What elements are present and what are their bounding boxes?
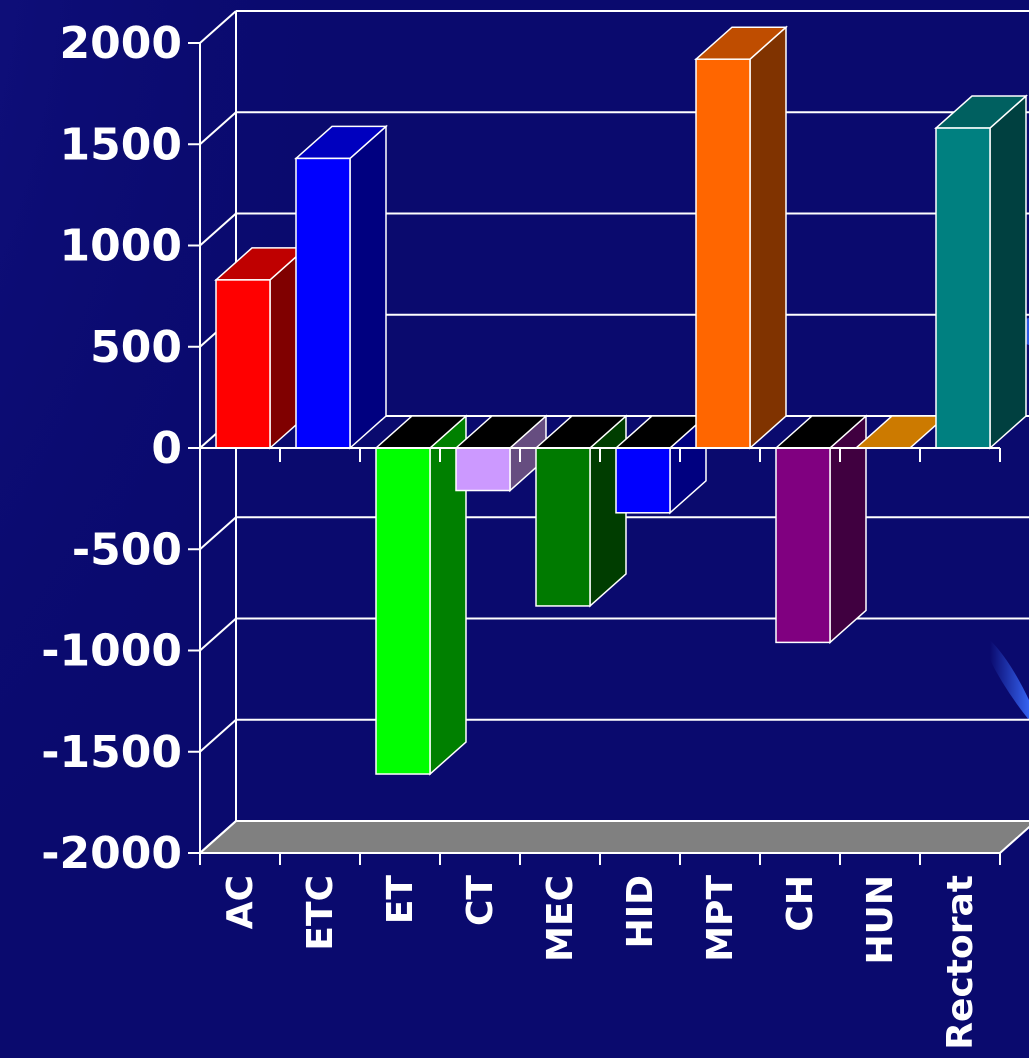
y-tick-label: 1500 bbox=[60, 119, 182, 170]
y-tick-label: -2000 bbox=[41, 828, 182, 879]
bar-CH bbox=[774, 414, 868, 645]
bar-CT bbox=[454, 414, 548, 493]
x-tick-label: CH bbox=[780, 875, 821, 932]
gridline-side bbox=[199, 820, 237, 854]
bar-front bbox=[455, 447, 511, 492]
x-tick-label: CT bbox=[460, 875, 501, 926]
x-tick-label: AC bbox=[220, 875, 261, 929]
bar-Rectorat bbox=[934, 94, 1028, 450]
y-tick-label: 1000 bbox=[60, 221, 182, 272]
x-tick-label: Rectorat bbox=[940, 875, 981, 1050]
y-tick-label: -1500 bbox=[41, 727, 182, 778]
bars bbox=[214, 25, 1028, 776]
bar-MPT bbox=[694, 25, 788, 450]
bar-front bbox=[695, 58, 751, 449]
x-tick-label: ETC bbox=[300, 875, 341, 951]
bar-front bbox=[295, 157, 351, 449]
chart-floor bbox=[197, 820, 1029, 854]
bar-AC bbox=[214, 246, 308, 450]
x-tick-label: ET bbox=[380, 875, 421, 925]
y-tick-label: 0 bbox=[151, 423, 182, 474]
x-tick-label: HID bbox=[620, 875, 661, 948]
gridline-side bbox=[199, 212, 237, 247]
y-tick-label: 500 bbox=[90, 322, 182, 373]
bar-ET bbox=[374, 414, 468, 776]
backdrop-sweep bbox=[990, 640, 1029, 720]
bar-side bbox=[989, 94, 1027, 450]
gridline-side bbox=[199, 516, 237, 550]
x-tick-label: MPT bbox=[700, 875, 741, 962]
bar-side bbox=[349, 124, 387, 450]
x-tick-label: MEC bbox=[540, 875, 581, 962]
bar-front bbox=[215, 279, 271, 449]
y-tick-label: -1000 bbox=[41, 626, 182, 677]
bar-ETC bbox=[294, 124, 388, 450]
bar-front bbox=[535, 447, 591, 607]
bar-front bbox=[935, 127, 991, 449]
gridline-side bbox=[199, 111, 237, 145]
bar-side bbox=[829, 414, 867, 645]
bar-front bbox=[375, 447, 431, 775]
gridline-side bbox=[199, 10, 237, 44]
bar-side bbox=[749, 25, 787, 450]
bar-front bbox=[615, 447, 671, 514]
y-tick-label: 2000 bbox=[60, 18, 182, 69]
gridline-side bbox=[199, 719, 237, 753]
x-tick-label: HUN bbox=[860, 875, 901, 965]
bar-MEC bbox=[534, 414, 628, 608]
y-tick-label: -500 bbox=[72, 524, 182, 575]
gridline-side bbox=[199, 617, 237, 652]
bar-front bbox=[775, 447, 831, 644]
